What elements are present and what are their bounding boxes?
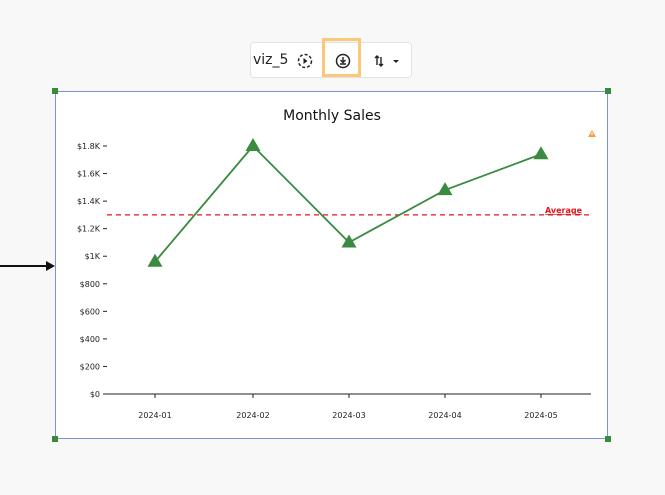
data-point-marker[interactable] xyxy=(533,146,549,160)
viz-toolbar: viz_5 xyxy=(250,42,412,78)
caret-down-icon xyxy=(393,60,399,63)
chart-frame[interactable] xyxy=(55,91,608,439)
resize-handle[interactable] xyxy=(52,436,58,442)
x-tick-label: 2024-03 xyxy=(332,411,365,420)
average-label: Average xyxy=(545,206,583,215)
play-circle-dashed-icon xyxy=(297,53,313,69)
data-point-marker[interactable] xyxy=(341,234,357,248)
data-point-marker[interactable] xyxy=(147,253,163,267)
warning-triangle-icon[interactable] xyxy=(588,130,596,137)
y-tick-label: $0 xyxy=(90,390,100,399)
y-tick-label: $1.8K xyxy=(77,142,101,151)
selected-highlight xyxy=(322,38,361,77)
resize-handle[interactable] xyxy=(605,88,611,94)
download-circle-icon xyxy=(335,53,351,69)
y-tick-label: $200 xyxy=(80,362,100,371)
y-tick-label: $400 xyxy=(80,335,100,344)
y-tick-label: $1.4K xyxy=(77,197,101,206)
sort-arrows-icon xyxy=(374,55,399,67)
x-tick-label: 2024-02 xyxy=(236,411,269,420)
y-tick-label: $1.6K xyxy=(77,170,101,179)
resize-handle[interactable] xyxy=(52,88,58,94)
y-tick-label: $1.2K xyxy=(77,225,101,234)
x-tick-label: 2024-04 xyxy=(428,411,461,420)
y-tick-label: $1K xyxy=(85,252,101,261)
y-tick-label: $800 xyxy=(80,280,100,289)
data-point-marker[interactable] xyxy=(437,182,453,196)
x-tick-label: 2024-05 xyxy=(524,411,557,420)
sort-dropdown[interactable] xyxy=(367,43,409,79)
connector-arrow xyxy=(0,261,55,271)
run-button[interactable] xyxy=(291,43,319,79)
chart-title: Monthly Sales xyxy=(283,108,381,124)
download-button[interactable] xyxy=(325,43,361,79)
y-tick-label: $600 xyxy=(80,307,100,316)
viz-name: viz_5 xyxy=(253,52,289,68)
data-point-marker[interactable] xyxy=(245,138,261,151)
resize-handle[interactable] xyxy=(605,436,611,442)
x-tick-label: 2024-01 xyxy=(138,411,171,420)
